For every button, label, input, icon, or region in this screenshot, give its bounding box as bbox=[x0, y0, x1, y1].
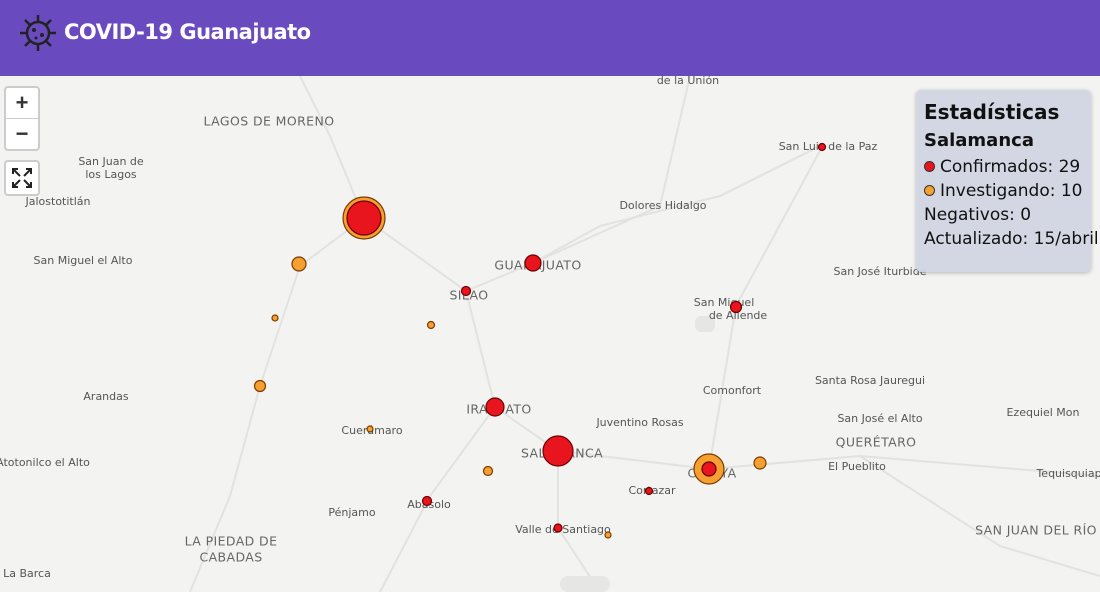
place-label: los Lagos bbox=[85, 168, 137, 181]
investigating: Investigando: 10 bbox=[940, 181, 1083, 201]
place-label: Ezequiel Mon bbox=[1006, 406, 1079, 419]
map[interactable]: de la Unión LAGOS DE MORENO San Luis de la… bbox=[0, 76, 1100, 592]
zoom-control: + − bbox=[4, 86, 40, 151]
zoom-out[interactable]: − bbox=[15, 121, 29, 146]
updated: Actualizado: 15/abril bbox=[924, 229, 1099, 249]
app-title: COVID-19 Guanajuato bbox=[64, 20, 311, 44]
place-label: Dolores Hidalgo bbox=[619, 199, 706, 212]
place-label: Juventino Rosas bbox=[595, 416, 683, 429]
place-label: El Pueblito bbox=[828, 460, 886, 473]
place-label: La Barca bbox=[3, 567, 51, 580]
confirmed: Confirmados: 29 bbox=[940, 157, 1081, 177]
negatives: Negativos: 0 bbox=[924, 205, 1032, 225]
place-label: Pénjamo bbox=[328, 506, 375, 519]
logo bbox=[20, 15, 56, 51]
zoom-in[interactable]: + bbox=[6, 88, 38, 119]
place-label: Arandas bbox=[83, 390, 128, 403]
place-label: Tequisquiap bbox=[1035, 467, 1100, 480]
place-label: Comonfort bbox=[703, 384, 762, 397]
place-label: San Miguel bbox=[694, 296, 755, 309]
place-label: Valle de Santiago bbox=[515, 523, 611, 536]
place-label: Santa Rosa Jauregui bbox=[815, 374, 925, 387]
header: COVID-19 Guanajuato bbox=[0, 0, 1100, 76]
place-label: San Juan de bbox=[78, 155, 144, 168]
confirmed-row: Confirmados: 29 bbox=[924, 157, 1083, 177]
place-label: San José el Alto bbox=[837, 412, 922, 425]
place-label: QUERÉTARO bbox=[836, 435, 917, 450]
legend-dot bbox=[924, 161, 935, 172]
place-label: CABADAS bbox=[199, 550, 262, 565]
place-label: de la Unión bbox=[657, 76, 719, 87]
legend-dot bbox=[924, 185, 935, 196]
place-label: de Allende bbox=[709, 309, 768, 322]
fullscreen-icon bbox=[12, 168, 32, 188]
place-label: Atotonilco el Alto bbox=[0, 456, 90, 469]
place-label: San Miguel el Alto bbox=[34, 254, 133, 267]
place-label: San Luis de la Paz bbox=[779, 140, 878, 153]
place-label: San José Iturbide bbox=[833, 265, 926, 278]
investigating-row: Investigando: 10 bbox=[924, 181, 1083, 201]
place-name: Salamanca bbox=[924, 130, 1034, 151]
place-label: Jalostotitlán bbox=[25, 195, 91, 208]
place-label: SAN JUAN DEL RÍO bbox=[975, 523, 1097, 538]
place-label: LAGOS DE MORENO bbox=[204, 114, 335, 129]
fullscreen-button[interactable] bbox=[4, 160, 40, 196]
panel-title: Estadísticas bbox=[924, 100, 1060, 124]
stats-panel: Estadísticas Salamanca Confirmados: 29 I… bbox=[916, 90, 1099, 272]
place-label: LA PIEDAD DE bbox=[185, 534, 278, 549]
